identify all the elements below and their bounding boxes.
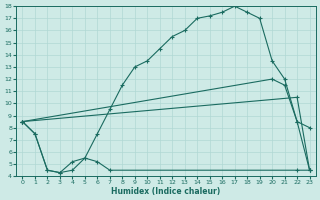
X-axis label: Humidex (Indice chaleur): Humidex (Indice chaleur) [111,187,221,196]
